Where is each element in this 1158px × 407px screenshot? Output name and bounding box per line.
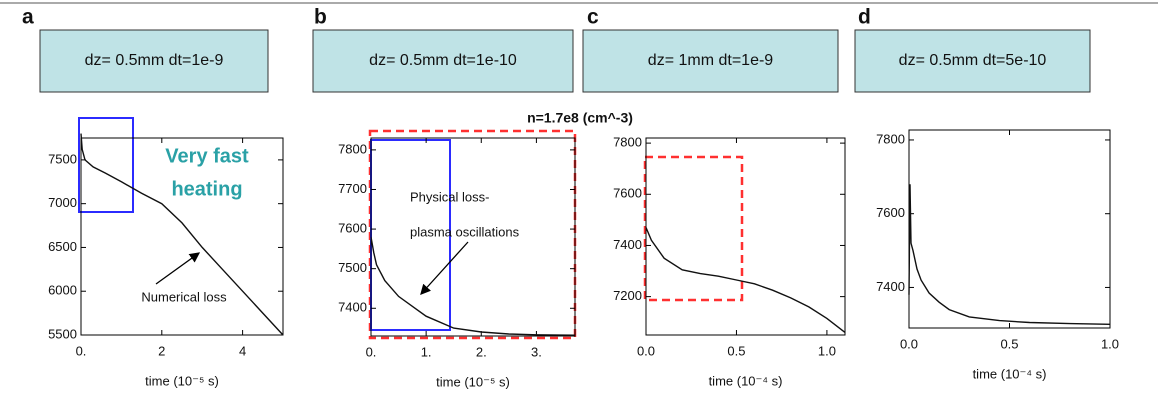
header-text: dz= 0.5mm dt=1e-10 — [369, 52, 517, 69]
x-tick-label: 2 — [158, 343, 165, 358]
annotation: Numerical loss — [141, 289, 227, 304]
x-tick-label: 4 — [239, 343, 246, 358]
y-tick-label: 7400 — [613, 237, 642, 252]
y-tick-label: 7500 — [338, 260, 367, 275]
header-box — [312, 29, 574, 93]
y-tick-label: 7800 — [613, 135, 642, 150]
x-axis-label: time (10⁻⁴ s) — [709, 373, 783, 388]
header-text: dz= 0.5mm dt=5e-10 — [899, 52, 1047, 69]
x-tick-label: 0.5 — [1000, 336, 1018, 351]
y-tick-label: 7800 — [876, 131, 905, 146]
annotation: n=1.7e8 (cm^-3) — [527, 110, 633, 126]
y-tick-label: 7600 — [876, 205, 905, 220]
x-tick-label: 1. — [421, 344, 432, 359]
header-text: dz= 0.5mm dt=1e-9 — [85, 52, 224, 69]
highlight-box — [643, 155, 744, 302]
x-tick-label: 3. — [531, 344, 542, 359]
x-axis-label: time (10⁻⁴ s) — [973, 366, 1047, 381]
panel-label: d — [858, 6, 871, 29]
annotation: heating — [171, 178, 242, 200]
y-tick-label: 6500 — [48, 239, 77, 254]
annotation: Very fast — [165, 145, 249, 167]
x-tick-label: 0. — [366, 344, 377, 359]
header-text: dz= 1mm dt=1e-9 — [648, 52, 774, 69]
y-tick-label: 7200 — [613, 288, 642, 303]
panel-label: a — [22, 6, 34, 29]
y-tick-label: 6000 — [48, 283, 77, 298]
x-tick-label: 0.0 — [900, 336, 918, 351]
header-box — [582, 29, 839, 93]
y-tick-label: 7000 — [48, 195, 77, 210]
data-line — [80, 133, 284, 336]
x-tick-label: 0. — [76, 343, 87, 358]
x-axis-label: time (10⁻⁵ s) — [436, 374, 510, 389]
panel-label: b — [314, 6, 327, 29]
data-line — [645, 227, 846, 333]
y-tick-label: 7700 — [338, 181, 367, 196]
annotation: plasma oscillations — [410, 224, 520, 239]
y-tick-label: 7400 — [876, 279, 905, 294]
annotation: Physical loss- — [410, 189, 489, 204]
header-box — [39, 29, 269, 93]
y-tick-label: 7500 — [48, 151, 77, 166]
x-tick-label: 0.5 — [727, 343, 745, 358]
y-tick-label: 7400 — [338, 300, 367, 315]
y-tick-label: 5500 — [48, 326, 77, 341]
x-tick-label: 1.0 — [1101, 336, 1119, 351]
x-tick-label: 2. — [476, 344, 487, 359]
plot-frame — [80, 137, 284, 336]
x-tick-label: 1.0 — [818, 343, 836, 358]
data-line — [908, 184, 1111, 325]
data-line — [370, 236, 576, 336]
x-axis-label: time (10⁻⁵ s) — [145, 373, 219, 388]
highlight-box — [78, 117, 134, 213]
y-tick-label: 7800 — [338, 141, 367, 156]
plot-frame — [908, 129, 1111, 329]
y-tick-label: 7600 — [338, 221, 367, 236]
y-tick-label: 7600 — [613, 186, 642, 201]
panel-label: c — [587, 6, 599, 29]
arrow — [155, 252, 201, 285]
x-tick-label: 0.0 — [637, 343, 655, 358]
arrow — [420, 241, 469, 295]
plot-frame — [645, 137, 846, 336]
header-box — [854, 29, 1091, 93]
